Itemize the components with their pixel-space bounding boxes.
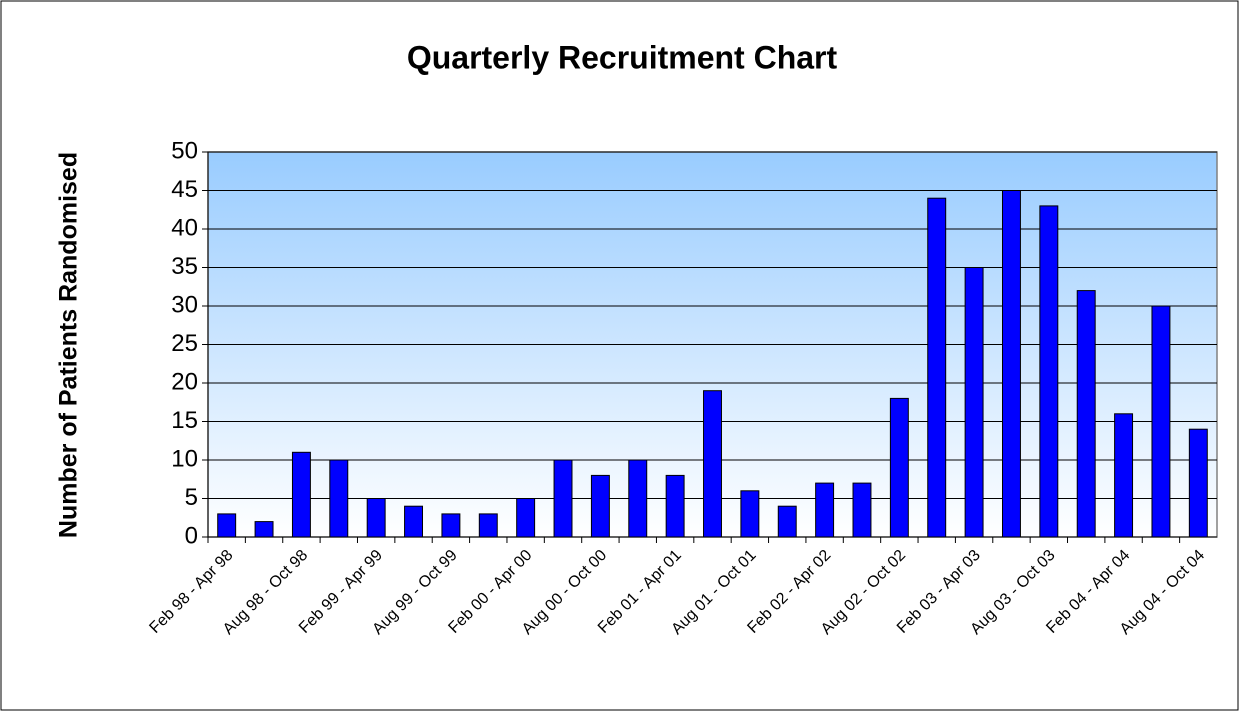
bar xyxy=(1188,428,1208,538)
bar xyxy=(628,459,648,538)
y-tick-label: 35 xyxy=(171,253,198,280)
bar xyxy=(291,451,311,538)
bar xyxy=(889,397,909,538)
y-tick-label: 15 xyxy=(171,407,198,434)
bar xyxy=(366,498,386,538)
bar xyxy=(1076,290,1096,538)
bar xyxy=(553,459,573,538)
y-tick-label: 30 xyxy=(171,291,198,318)
y-tick-label: 50 xyxy=(171,137,198,164)
bar xyxy=(1114,413,1134,538)
bar xyxy=(478,513,498,538)
bar xyxy=(927,197,947,538)
bar xyxy=(254,521,274,538)
bar xyxy=(404,505,424,538)
y-tick-label: 45 xyxy=(171,176,198,203)
bar xyxy=(964,267,984,538)
bar xyxy=(1001,190,1021,538)
bar xyxy=(1039,205,1059,538)
bar xyxy=(815,482,835,538)
bar xyxy=(703,390,722,538)
bar xyxy=(1151,305,1171,538)
bar xyxy=(441,513,461,538)
y-tick-label: 0 xyxy=(185,522,198,549)
chart-title: Quarterly Recruitment Chart xyxy=(407,39,838,75)
y-tick-label: 10 xyxy=(171,445,198,472)
bar xyxy=(665,474,685,538)
y-tick-label: 5 xyxy=(185,484,198,511)
bar xyxy=(217,513,237,538)
bar xyxy=(740,490,760,538)
bar xyxy=(590,474,610,538)
y-tick-label: 25 xyxy=(171,330,198,357)
y-axis-label: Number of Patients Randomised xyxy=(55,152,83,538)
y-tick-label: 20 xyxy=(171,368,198,395)
bar xyxy=(329,459,349,538)
bar xyxy=(516,498,536,538)
bar xyxy=(852,482,872,538)
y-tick-label: 40 xyxy=(171,214,198,241)
bar xyxy=(777,505,797,538)
